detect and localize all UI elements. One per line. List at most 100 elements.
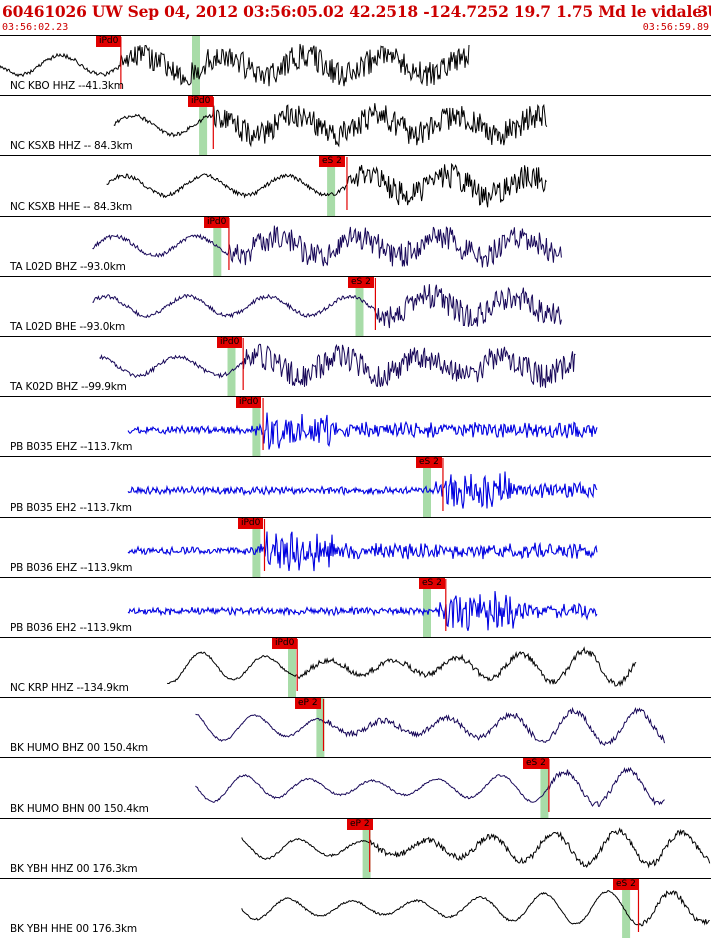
trace-canvas: [127, 397, 598, 456]
pick-window: [423, 457, 431, 517]
waveform-trace: [0, 43, 470, 87]
trace-panel[interactable]: iPd0 NC KBO HHZ --41.3km: [0, 35, 711, 95]
pick-window: [362, 819, 371, 878]
trace-canvas: [195, 698, 665, 757]
channel-label: NC KRP HHZ --134.9km: [10, 682, 129, 694]
pick-tag[interactable]: iPd0: [238, 518, 264, 529]
pick-tag[interactable]: iPd0: [236, 397, 262, 408]
trace-panel[interactable]: eS 2 PB B035 EH2 --113.7km: [0, 456, 711, 517]
channel-label: PB B035 EH2 --113.7km: [10, 502, 132, 514]
pick-tag[interactable]: eS 2: [419, 578, 445, 589]
trace-panel[interactable]: eS 2 BK YBH HHE 00 176.3km: [0, 878, 711, 938]
trace-panel[interactable]: eS 2 NC KSXB HHE -- 84.3km: [0, 155, 711, 216]
pick-window: [252, 518, 261, 577]
channel-label: BK YBH HHE 00 176.3km: [10, 923, 137, 935]
pick-tag[interactable]: eP 2: [347, 819, 373, 830]
panel-divider: [0, 637, 711, 697]
pick-tag[interactable]: eS 2: [613, 879, 639, 890]
event-header: 60461026 UW Sep 04, 2012 03:56:05.02 42.…: [0, 2, 711, 20]
panel-divider: [0, 757, 711, 818]
page-number: 3: [697, 2, 708, 20]
channel-label: PB B036 EHZ --113.9km: [10, 562, 133, 574]
pick-tag[interactable]: iPd0: [217, 337, 243, 348]
trace-panel[interactable]: iPd0 TA L02D BHZ --93.0km: [0, 216, 711, 276]
channel-label: PB B035 EHZ --113.7km: [10, 441, 133, 453]
pick-tag[interactable]: eS 2: [319, 156, 345, 167]
panel-divider: [0, 517, 711, 577]
pick-window: [327, 156, 336, 216]
panel-divider: [0, 456, 711, 517]
panel-divider: [0, 878, 711, 938]
pick-tag[interactable]: iPd0: [96, 36, 122, 47]
pick-window: [288, 638, 296, 697]
pick-window: [423, 578, 431, 637]
channel-label: TA L02D BHE --93.0km: [10, 321, 126, 333]
trace-panel[interactable]: eP 2 BK HUMO BHZ 00 150.4km: [0, 697, 711, 757]
pick-tag[interactable]: eP 2: [295, 698, 321, 709]
panel-divider: [0, 396, 711, 456]
panel-divider: [0, 95, 711, 155]
trace-panel[interactable]: eS 2 BK HUMO BHN 00 150.4km: [0, 757, 711, 818]
waveform-trace: [106, 162, 547, 208]
pick-tag[interactable]: iPd0: [204, 217, 230, 228]
channel-label: BK HUMO BHZ 00 150.4km: [10, 742, 148, 754]
panel-divider: [0, 697, 711, 757]
trace-canvas: [92, 277, 562, 336]
waveform-trace: [127, 471, 598, 509]
channel-label: TA K02D BHZ --99.9km: [10, 381, 127, 393]
trace-panel[interactable]: eS 2 TA L02D BHE --93.0km: [0, 276, 711, 336]
pick-window: [199, 96, 208, 155]
pick-window: [227, 337, 236, 396]
pick-window: [622, 879, 631, 938]
trace-canvas: [127, 518, 598, 577]
panel-divider: [0, 336, 711, 396]
waveform-trace: [127, 591, 598, 631]
waveform-trace: [127, 531, 598, 572]
waveform-trace: [195, 706, 665, 746]
pick-tag[interactable]: eS 2: [523, 758, 549, 769]
channel-label: TA L02D BHZ --93.0km: [10, 261, 126, 273]
panel-divider: [0, 818, 711, 878]
trace-panel[interactable]: iPd0 NC KRP HHZ --134.9km: [0, 637, 711, 697]
waveform-trace: [113, 103, 548, 148]
end-time: 03:56:59.89: [642, 22, 709, 33]
pick-tag[interactable]: iPd0: [188, 96, 214, 107]
channel-label: NC KBO HHZ --41.3km: [10, 80, 124, 92]
waveform-trace: [127, 412, 598, 450]
channel-label: NC KSXB HHE -- 84.3km: [10, 201, 132, 213]
trace-panel[interactable]: eS 2 PB B036 EH2 --113.9km: [0, 577, 711, 637]
pick-tag[interactable]: eS 2: [348, 277, 374, 288]
trace-panel[interactable]: iPd0 TA K02D BHZ --99.9km: [0, 336, 711, 396]
event-title: 60461026 UW Sep 04, 2012 03:56:05.02 42.…: [2, 2, 711, 20]
trace-panel[interactable]: iPd0 PB B035 EHZ --113.7km: [0, 396, 711, 456]
start-time: 03:56:02.23: [2, 22, 69, 33]
trace-panel[interactable]: iPd0 NC KSXB HHZ -- 84.3km: [0, 95, 711, 155]
pick-window: [252, 397, 261, 456]
panel-divider: [0, 216, 711, 276]
pick-tag[interactable]: iPd0: [272, 638, 298, 649]
trace-canvas: [195, 758, 665, 818]
pick-window: [355, 277, 364, 336]
panel-divider: [0, 577, 711, 637]
waveform-trace: [99, 343, 576, 388]
panel-divider: [0, 155, 711, 216]
waveform-trace: [92, 225, 562, 268]
waveform-trace: [167, 646, 637, 688]
trace-stack: iPd0 NC KBO HHZ --41.3km iPd0 NC KSXB HHZ -…: [0, 35, 711, 938]
trace-canvas: [106, 156, 547, 216]
pick-tag[interactable]: eS 2: [416, 457, 442, 468]
panel-divider: [0, 35, 711, 95]
waveform-trace: [195, 766, 665, 807]
trace-canvas: [127, 457, 598, 517]
waveform-trace: [241, 890, 710, 927]
waveform-trace: [92, 284, 562, 329]
trace-canvas: [127, 578, 598, 637]
channel-label: PB B036 EH2 --113.9km: [10, 622, 132, 634]
trace-panel[interactable]: iPd0 PB B036 EHZ --113.9km: [0, 517, 711, 577]
pick-window: [192, 36, 200, 95]
trace-panel[interactable]: eP 2 BK YBH HHZ 00 176.3km: [0, 818, 711, 878]
panel-divider: [0, 276, 711, 336]
channel-label: BK YBH HHZ 00 176.3km: [10, 863, 138, 875]
channel-label: BK HUMO BHN 00 150.4km: [10, 803, 149, 815]
